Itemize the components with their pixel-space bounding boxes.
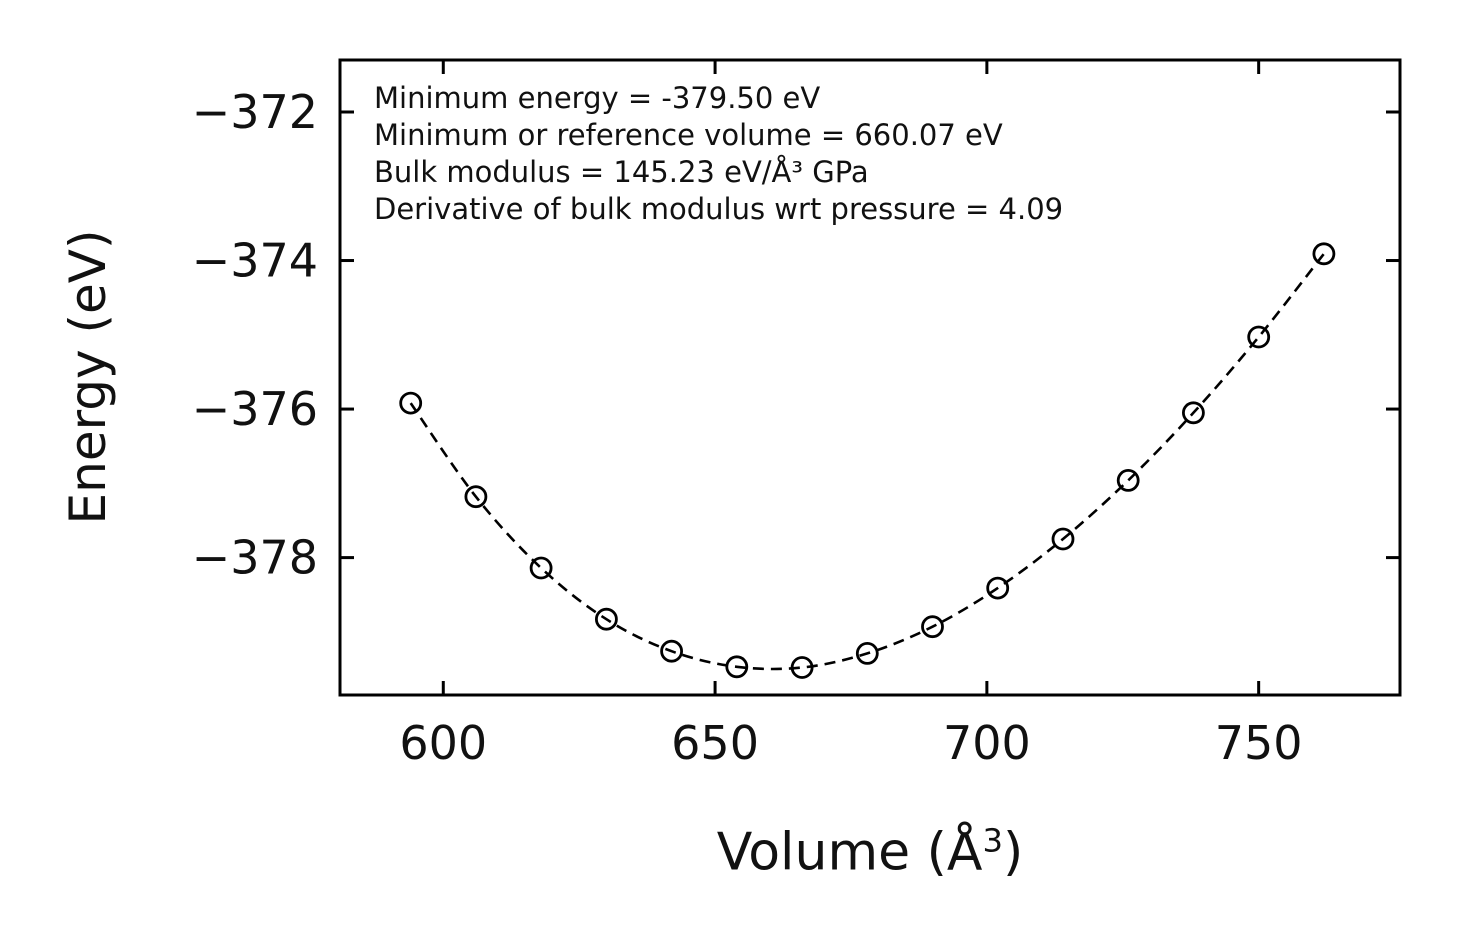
data-point-marker [1247,325,1271,349]
birch-murnaghan-fit-line [409,252,1325,671]
data-point-marker [595,607,618,631]
x-tick-label: 650 [671,716,759,770]
data-point-marker [725,655,749,679]
x-tick-label: 750 [1215,716,1303,770]
data-point-marker [399,391,423,415]
data-point-marker [855,642,879,665]
data-point-marker [1312,242,1336,266]
x-axis-label-closing: ) [1003,822,1024,883]
data-point-marker [1051,527,1075,551]
data-point-marker [464,485,488,509]
x-axis-label-superscript: 3 [982,821,1004,860]
annotation-bulk-modulus: Bulk modulus = 145.23 eV/Å³ GPa [374,155,869,189]
x-tick-label: 700 [943,716,1031,770]
y-axis-label: Energy (eV) [59,229,117,525]
annotation-minimum-volume: Minimum or reference volume = 660.07 eV [374,118,1003,152]
y-tick-label: −378 [192,531,318,585]
y-tick-label: −374 [192,234,318,288]
data-point-marker [790,656,814,679]
x-tick-label: 600 [399,716,487,770]
annotation-minimum-energy: Minimum energy = -379.50 eV [374,81,821,115]
x-axis-label: Volume (Å3) [717,821,1024,882]
data-point-marker [1182,401,1205,425]
data-point-marker [529,556,553,580]
data-point-marker [986,576,1010,600]
data-point-marker [1116,468,1140,492]
plot-border [338,58,1402,697]
data-point-marker [921,615,944,639]
x-axis-label-text: Volume (Å [716,822,983,883]
annotation-bulk-modulus-derivative: Derivative of bulk modulus wrt pressure … [374,192,1064,226]
y-tick-label: −372 [192,85,318,139]
y-tick-label: −376 [192,382,318,436]
fit-parameters-annotation: Minimum energy = -379.50 eV Minimum or r… [374,80,1063,228]
data-point-marker [660,639,683,663]
